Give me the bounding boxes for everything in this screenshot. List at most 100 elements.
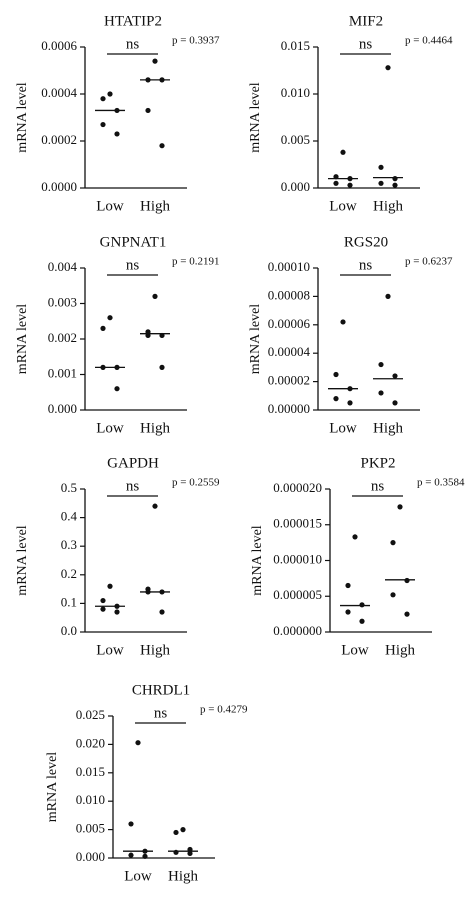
data-point [142,853,148,859]
y-tick-label: 0.005 [76,821,105,836]
data-point [340,149,346,155]
x-tick-label: Low [329,420,357,436]
chart-title: GAPDH [107,455,159,471]
panel: 0.000 0.005 0.010 0.015 0.020 0.025 CHRDL1 mRNA… [45,682,248,884]
data-point [345,609,351,615]
x-tick-label: Low [96,642,124,658]
panel: 0.0000 0.0002 0.0004 0.0006 HTATIP2 mRNA leve… [15,13,220,214]
y-tick-label: 0.3 [61,537,77,552]
data-point [392,400,398,406]
chart-title: RGS20 [344,234,388,250]
y-tick-label: 0.1 [61,594,77,609]
data-point [107,583,113,589]
y-tick-label: 0.004 [48,259,78,274]
y-tick-label: 0.020 [76,735,105,750]
data-point [359,618,365,624]
data-point [404,577,410,584]
p-value: p = 0.4464 [405,35,453,47]
x-tick-label: Low [124,868,152,884]
y-axis-label: mRNA level [248,82,263,152]
chart-title: MIF2 [349,13,383,29]
y-tick-label: 0.2 [61,566,77,581]
data-point [173,829,179,836]
data-point [378,390,384,396]
data-point [145,107,151,114]
y-axis-label: mRNA level [15,304,30,374]
p-value: p = 0.2559 [172,477,220,489]
chart-title: PKP2 [360,455,395,471]
x-tick-label: High [140,642,171,658]
y-tick-label: 0.00004 [268,344,311,359]
data-point [180,827,186,833]
y-tick-label: 0.000 [281,179,310,194]
y-tick-label: 0.0000 [41,179,77,194]
data-point [378,164,384,170]
data-point [392,182,398,188]
data-point [152,293,158,299]
x-tick-label: High [140,198,171,214]
panel: 0.000 0.005 0.010 0.015 MIF2 mRNA level Low Hig… [248,13,453,214]
data-point [114,609,120,615]
y-tick-label: 0.0004 [41,85,77,100]
x-tick-label: Low [96,420,124,436]
p-value: p = 0.2191 [172,256,219,268]
data-point [378,180,384,186]
x-tick-label: High [373,420,404,436]
x-tick-label: Low [329,198,357,214]
y-tick-label: 0.005 [281,132,310,147]
y-tick-label: 0.0002 [41,132,77,147]
panel: 0.0 0.1 0.2 0.3 0.4 0.5 GAPDH mRNA level Low High… [15,455,220,658]
data-point [107,91,113,97]
significance-label: ns [359,257,373,273]
data-point [128,821,134,827]
panel: 0.000 0.001 0.002 0.003 0.004 GNPNAT1 mRNA lev… [15,234,219,436]
data-point [404,611,410,617]
y-tick-label: 0.000005 [273,587,322,602]
y-tick-label: 0.0006 [41,38,77,53]
x-tick-label: Low [96,198,124,214]
y-axis-label: mRNA level [45,752,60,822]
p-value: p = 0.6237 [405,256,453,268]
y-tick-label: 0.003 [48,294,77,309]
data-point [100,325,106,331]
data-point [352,534,358,540]
significance-label: ns [371,478,385,494]
y-tick-label: 0.0 [61,623,77,638]
data-point [135,740,141,746]
significance-label: ns [359,36,373,52]
y-tick-label: 0.00000 [268,401,310,416]
chart-title: HTATIP2 [104,13,162,29]
data-point [100,606,106,612]
data-point [100,597,106,604]
data-point [159,143,165,149]
chart-title: GNPNAT1 [100,234,167,250]
x-tick-label: High [168,868,199,884]
data-point [392,373,398,379]
data-point [100,96,106,102]
chart-title: CHRDL1 [132,682,190,698]
y-tick-label: 0.000010 [273,551,322,566]
y-tick-label: 0.000020 [273,480,322,495]
data-point [378,361,384,368]
p-value: p = 0.3937 [172,35,220,47]
significance-label: ns [154,705,168,721]
data-point [390,592,396,598]
data-point [173,849,179,855]
y-tick-label: 0.000000 [273,623,322,638]
significance-label: ns [126,478,140,494]
p-value: p = 0.4279 [200,704,248,716]
data-point [390,540,396,546]
y-tick-label: 0.00006 [268,316,311,331]
y-tick-label: 0.00002 [268,373,310,388]
data-point [385,293,391,299]
data-point [152,58,158,64]
y-tick-label: 0.00010 [268,259,310,274]
y-tick-label: 0.010 [76,792,105,807]
x-tick-label: Low [341,642,369,658]
y-tick-label: 0.015 [76,764,105,779]
data-point [114,131,120,137]
data-point [114,386,120,392]
y-tick-label: 0.00008 [268,287,310,302]
data-point [159,609,165,615]
